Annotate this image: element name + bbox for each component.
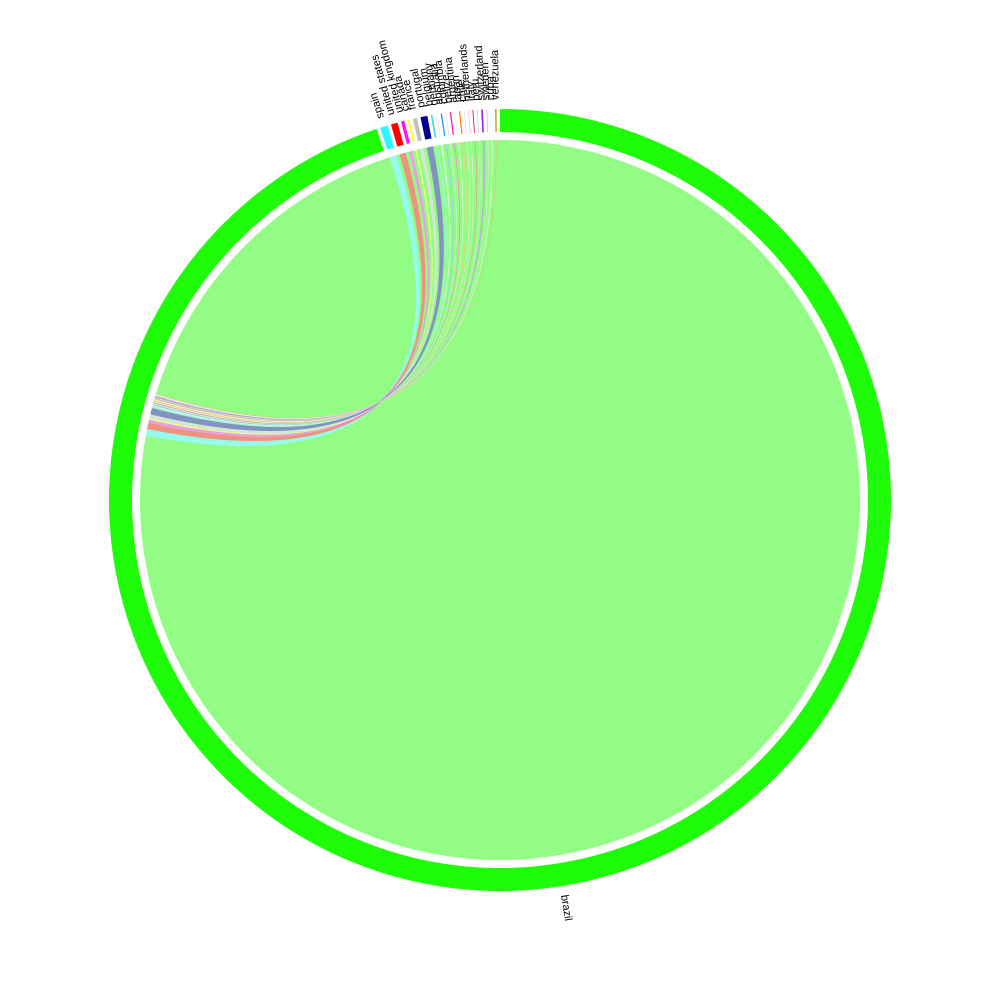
group-arc-argentina [454, 111, 459, 135]
group-label-venezuela: venezuela [489, 49, 502, 100]
group-arc-cuba [490, 109, 493, 133]
group-label-netherlands: netherlands [457, 43, 474, 102]
group-arc-belize [449, 112, 454, 136]
group-arc-canada [407, 119, 415, 143]
group-label-chile: chile [455, 79, 469, 103]
group-arc-germany [435, 114, 441, 137]
group-arc-spain [380, 125, 395, 150]
group-arc-netherlands [468, 110, 471, 134]
group-arc-venezuela [495, 109, 497, 133]
group-arc-colombia [445, 112, 450, 136]
group-arc-italy [472, 109, 475, 133]
ribbon-layer [139, 139, 860, 860]
group-label-japan: japan [450, 75, 465, 104]
ribbon-brazil-brazil [139, 139, 860, 860]
group-arc-peru [476, 109, 479, 133]
group-arc-chile [463, 110, 467, 134]
group-arc-portugal [420, 115, 432, 140]
group-arc-australia [440, 113, 446, 137]
group-label-sweden: sweden [479, 62, 492, 100]
group-label-switzerland: switzerland [473, 45, 488, 101]
group-label-cuba: cuba [484, 75, 497, 100]
group-arc-france [412, 117, 422, 142]
group-arc-layer [108, 109, 891, 891]
group-arc-united-kingdom [400, 120, 410, 144]
group-label-belize: belize [440, 74, 456, 104]
group-label-italy: italy [465, 81, 478, 102]
group-arc-belgium [430, 114, 437, 138]
group-arc-united-states [390, 122, 404, 147]
group-label-brazil: brazil [558, 894, 574, 922]
group-label-argentina: argentina [443, 56, 460, 104]
group-arc-sweden [486, 109, 489, 133]
group-arc-switzerland [481, 109, 484, 133]
group-label-peru: peru [469, 78, 482, 101]
group-arc-japan [458, 111, 463, 135]
